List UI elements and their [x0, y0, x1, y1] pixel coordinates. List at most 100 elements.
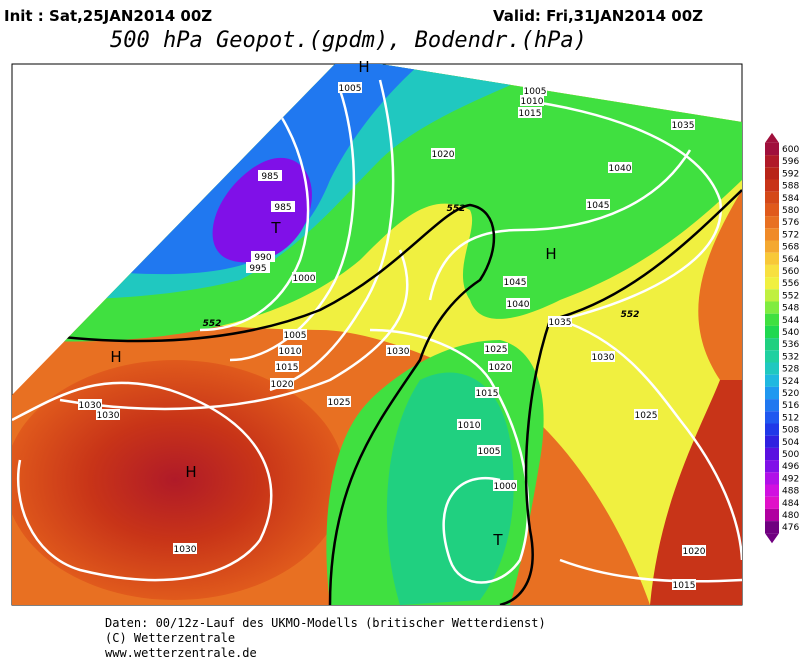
colorbar-swatch — [765, 216, 779, 229]
colorbar-label: 484 — [782, 499, 799, 509]
isobar-label: 1015 — [673, 581, 696, 591]
colorbar-label: 596 — [782, 157, 799, 167]
footer-url: www.wetterzentrale.de — [105, 646, 257, 660]
colorbar-swatch — [765, 350, 779, 363]
colorbar-swatch — [765, 167, 779, 180]
isobar-label-bg — [431, 148, 455, 159]
colorbar-swatch — [765, 472, 779, 485]
pressure-center: H — [110, 348, 121, 366]
colorbar-label: 496 — [782, 462, 799, 472]
colorbar-label: 512 — [782, 413, 799, 423]
isobar-label: 1020 — [683, 547, 706, 557]
isobar-label: 1015 — [276, 363, 299, 373]
colorbar-label: 588 — [782, 182, 799, 192]
colorbar-swatch — [765, 374, 779, 387]
colorbar-swatch — [765, 228, 779, 241]
isobar-label: 1015 — [519, 109, 542, 119]
isobar-label: 1030 — [387, 347, 410, 357]
colorbar-label: 520 — [782, 389, 799, 399]
footer-source: Daten: 00/12z-Lauf des UKMO-Modells (bri… — [105, 616, 546, 630]
pressure-center: H — [545, 245, 556, 263]
isobar-label-bg — [682, 545, 706, 556]
isobar-label-bg — [327, 396, 351, 407]
isobar-label: 1025 — [328, 398, 351, 408]
isobar-label-bg — [477, 445, 501, 456]
isobar-label: 1020 — [489, 363, 512, 373]
isobar-label-bg — [271, 201, 295, 212]
init-time: Init : Sat,25JAN2014 00Z — [4, 7, 212, 25]
colorbar-swatch — [765, 240, 779, 253]
colorbar-label: 568 — [782, 243, 799, 253]
pressure-center: H — [358, 58, 369, 76]
isobar-label-bg — [78, 399, 102, 410]
colorbar-label: 528 — [782, 365, 799, 375]
isobar-label: 1030 — [97, 411, 120, 421]
isobar-label-bg — [283, 329, 307, 340]
colorbar-label: 516 — [782, 401, 799, 411]
isobar-label-bg — [548, 316, 572, 327]
isobar-label: 1005 — [339, 84, 362, 94]
colorbar-label: 476 — [782, 523, 799, 533]
colorbar-label: 584 — [782, 194, 799, 204]
colorbar-label: 524 — [782, 377, 799, 387]
isobar-label-bg — [475, 387, 499, 398]
colorbar-swatch — [765, 277, 779, 290]
pressure-center: T — [270, 219, 281, 237]
isobar-label-bg — [672, 579, 696, 590]
colorbar-swatch — [765, 325, 779, 339]
colorbar-label: 540 — [782, 328, 799, 338]
isobar-label: 1000 — [293, 274, 316, 284]
colorbar-swatch — [765, 155, 779, 168]
contour-label: 552 — [203, 319, 222, 329]
colorbar-label: 560 — [782, 267, 799, 277]
isobar-label: 985 — [274, 203, 291, 213]
isobar-label: 1030 — [174, 545, 197, 555]
colorbar-swatch — [765, 521, 779, 534]
isobar-label: 1005 — [524, 87, 547, 97]
colorbar-swatch — [765, 338, 779, 351]
isobar-label: 1020 — [271, 380, 294, 390]
colorbar-label: 600 — [782, 145, 799, 155]
isobar-label: 1045 — [587, 201, 610, 211]
isobar-label-bg — [246, 262, 270, 273]
colorbar-swatch — [765, 289, 779, 302]
map-title: 500 hPa Geopot.(gpdm), Bodendr.(hPa) — [110, 28, 587, 53]
colorbar-label: 504 — [782, 438, 799, 448]
isobar-label-bg — [275, 361, 299, 372]
colorbar-swatch — [765, 484, 779, 497]
isobar-label: 1025 — [485, 345, 508, 355]
colorbar-swatch — [765, 423, 779, 436]
isobar-label-bg — [292, 272, 316, 283]
isobar-label: 1040 — [609, 164, 632, 174]
isobar-label: 990 — [254, 253, 271, 263]
footer-copyright: (C) Wetterzentrale — [105, 631, 235, 645]
isobar-label-bg — [270, 378, 294, 389]
isobar-label-bg — [251, 251, 275, 262]
isobar-label-bg — [484, 343, 508, 354]
pressure-center: T — [492, 531, 503, 549]
colorbar-swatch — [765, 447, 779, 461]
colorbar-cap-top — [765, 132, 779, 143]
isobar-label: 1035 — [549, 318, 572, 328]
colorbar-label: 544 — [782, 316, 799, 326]
isobar-label: 985 — [261, 172, 278, 182]
isobar-label: 1040 — [507, 300, 530, 310]
isobar-label-bg — [503, 276, 527, 287]
contour-label: 552 — [621, 310, 640, 320]
colorbar: 600 596 592 588 584 580 576 572 568 564 560 556 552 5… — [765, 132, 799, 544]
map-labels: 1005 1005 1010 1015 1035 1020 1040 985 985 1045 99… — [78, 58, 706, 591]
isobar-label: 1020 — [432, 150, 455, 160]
isobar-label: 1010 — [279, 347, 302, 357]
colorbar-swatch — [765, 252, 779, 265]
colorbar-label: 488 — [782, 487, 799, 497]
isobar-label-bg — [278, 345, 302, 356]
isobar-label: 995 — [249, 264, 266, 274]
colorbar-swatch — [765, 142, 779, 156]
colorbar-label: 572 — [782, 230, 799, 240]
colorbar-label: 536 — [782, 340, 799, 350]
isobar-label-bg — [586, 199, 610, 210]
colorbar-label: 556 — [782, 279, 799, 289]
colorbar-label: 564 — [782, 255, 799, 265]
colorbar-swatch — [765, 179, 779, 192]
